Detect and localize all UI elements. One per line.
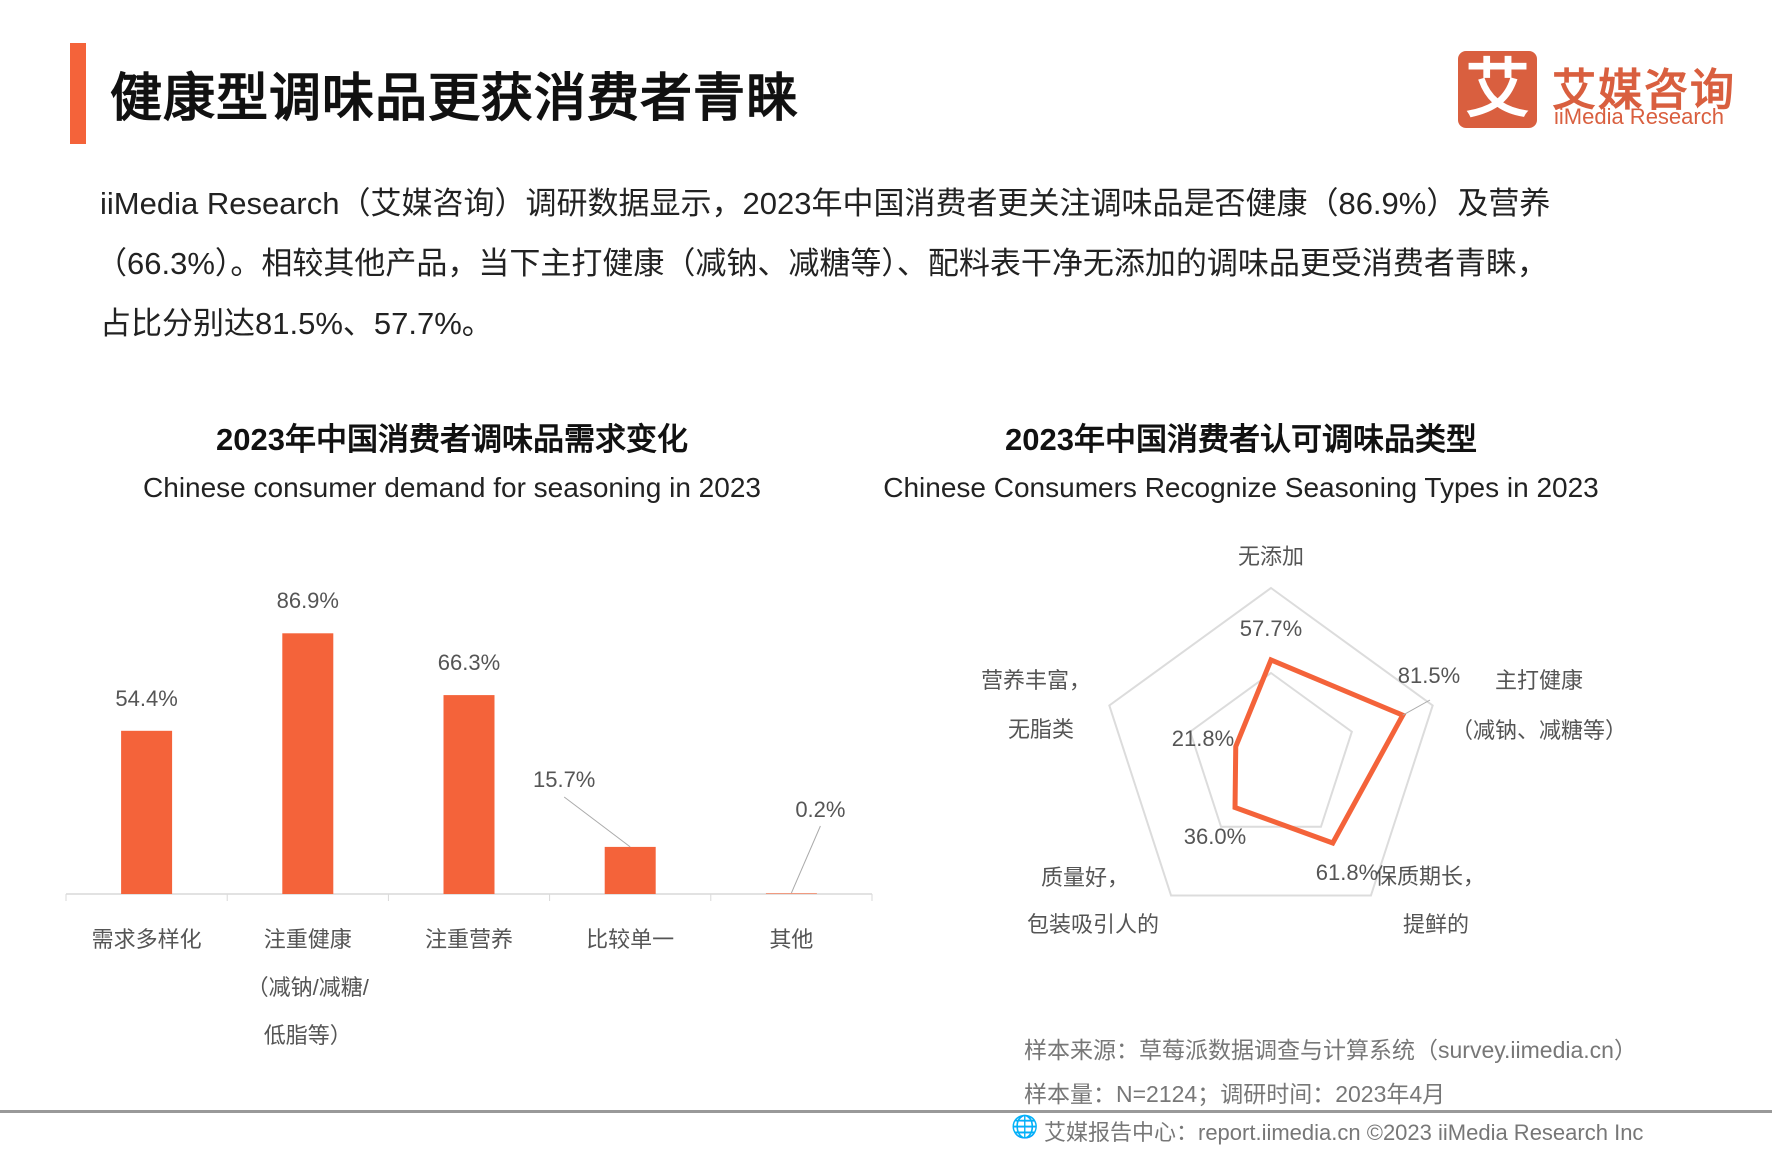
radar-axis-label: 主打健康 [1494, 668, 1584, 693]
radar-axis-label: （减钠、减糖等） [1450, 718, 1628, 743]
radar-gridline [1188, 671, 1354, 828]
leader-line [563, 796, 631, 848]
radar-axis-label: 无脂类 [1007, 717, 1075, 742]
radar-axis-label: 保质期长， [1374, 864, 1486, 889]
radar-axis-label: 无添加 [1237, 544, 1305, 569]
x-tick-label: 注重营养 [424, 927, 514, 952]
radar-data-label: 36.0% [1183, 824, 1247, 849]
bar [765, 893, 817, 894]
summary-line-2: （66.3%）。相较其他产品，当下主打健康（减钠、减糖等）、配料表干净无添加的调… [96, 246, 1548, 281]
bar-data-label: 54.4% [115, 685, 178, 711]
bar-chart-title: 2023年中国消费者调味品需求变化 [216, 422, 688, 457]
x-tick-label: （减钠/减糖/ [246, 975, 369, 1000]
summary-line-1: iiMedia Research（艾媒咨询）调研数据显示，2023年中国消费者更… [100, 186, 1551, 221]
leader-line [790, 825, 821, 894]
radar-data-label: 21.8% [1171, 726, 1235, 751]
radar-gridline [1108, 586, 1434, 897]
bar-chart-subtitle: Chinese consumer demand for seasoning in… [143, 472, 761, 503]
bar-data-label: 0.2% [795, 797, 846, 822]
bar [604, 846, 656, 894]
logo-mark: 艾 [1458, 51, 1537, 128]
radar-chart-subtitle: Chinese Consumers Recognize Seasoning Ty… [883, 472, 1599, 503]
source-note: 样本来源：草莓派数据调查与计算系统（survey.iimedia.cn） [1024, 1037, 1637, 1063]
logo-text-en: iiMedia Research [1554, 104, 1724, 129]
radar-data-label: 81.5% [1397, 663, 1461, 688]
page-title: 健康型调味品更获消费者青睐 [110, 70, 800, 128]
bar [282, 633, 334, 894]
footer-credit: 艾媒报告中心：report.iimedia.cn ©2023 iiMedia R… [1044, 1120, 1644, 1145]
bar-data-label: 66.3% [437, 650, 501, 676]
globe-icon: 🌐 [1011, 1114, 1039, 1139]
x-tick-label: 其他 [769, 927, 814, 952]
logo-text-cn: 艾媒咨询 [1552, 66, 1736, 115]
leader-line [1402, 699, 1431, 716]
x-tick-label: 低脂等） [263, 1023, 352, 1048]
title-accent-bar [70, 43, 86, 144]
summary-line-3: 占比分别达81.5%、57.7%。 [100, 306, 493, 341]
radar-axis-label: 质量好， [1040, 865, 1130, 890]
x-tick-label: 注重健康 [263, 927, 352, 952]
radar-series [1232, 656, 1407, 847]
sample-note: 样本量：N=2124；调研时间：2023年4月 [1024, 1081, 1446, 1107]
bar [121, 730, 173, 894]
bar-data-label: 15.7% [532, 767, 596, 792]
radar-axis-label: 营养丰富， [980, 668, 1092, 693]
bar [443, 695, 495, 894]
radar-chart-title: 2023年中国消费者认可调味品类型 [1005, 422, 1477, 457]
x-tick-label: 比较单一 [586, 927, 675, 952]
bar-data-label: 86.9% [276, 588, 339, 614]
radar-axis-label: 包装吸引人的 [1026, 912, 1160, 937]
radar-data-label: 57.7% [1239, 616, 1303, 641]
radar-axis-label: 提鲜的 [1402, 912, 1470, 937]
radar-data-label: 61.8% [1315, 860, 1379, 885]
footer-divider [0, 1110, 1772, 1113]
x-tick-label: 需求多样化 [91, 927, 202, 952]
